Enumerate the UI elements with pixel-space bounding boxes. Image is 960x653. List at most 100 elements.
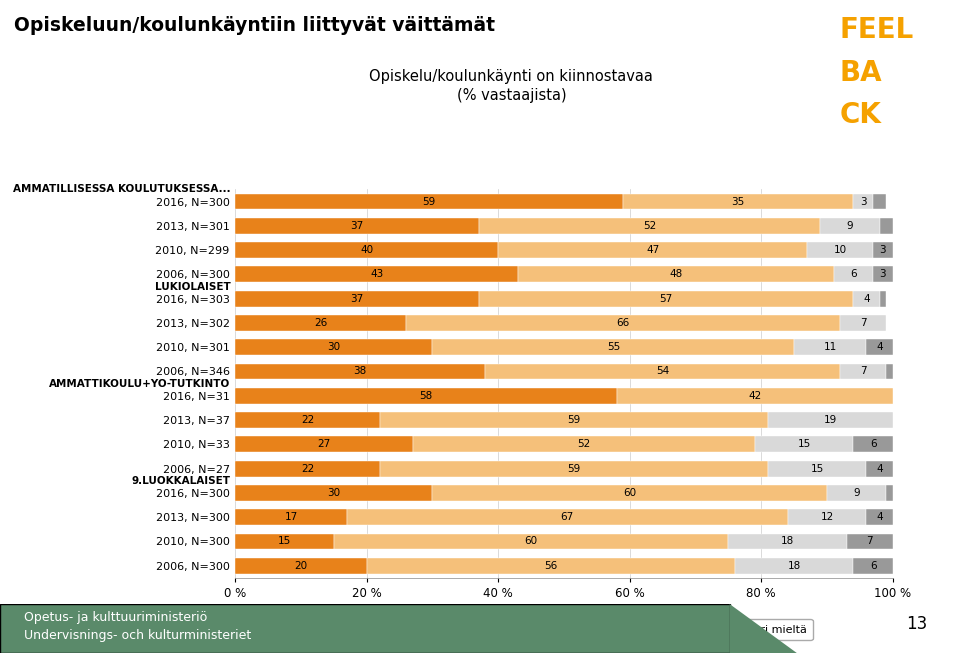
Bar [879, 291, 886, 306]
Text: 15: 15 [798, 439, 810, 449]
Text: 66: 66 [616, 318, 630, 328]
Bar [432, 485, 828, 501]
Text: 6: 6 [870, 439, 876, 449]
Text: 48: 48 [669, 269, 683, 279]
Text: 60: 60 [524, 537, 538, 547]
Text: 30: 30 [327, 488, 341, 498]
Text: 18: 18 [787, 561, 801, 571]
Bar [478, 291, 853, 306]
Bar [847, 534, 893, 549]
Bar [807, 242, 873, 258]
Text: 3: 3 [860, 197, 867, 206]
Text: 6: 6 [850, 269, 856, 279]
Text: 4: 4 [876, 464, 883, 473]
Text: 58: 58 [420, 390, 433, 401]
Bar [840, 315, 886, 331]
Bar [235, 291, 478, 306]
Legend: Täysin samaa mieltä, Osittain samaa mieltä, Osittain eri mieltä, Täysin eri miel: Täysin samaa mieltä, Osittain samaa miel… [250, 619, 813, 641]
Bar [623, 194, 853, 210]
Text: 19: 19 [824, 415, 837, 425]
Text: 55: 55 [607, 342, 620, 352]
Bar [235, 364, 485, 379]
Text: 43: 43 [370, 269, 383, 279]
Text: Opiskelu/koulunkäynti on kiinnostavaa
(% vastaajista): Opiskelu/koulunkäynti on kiinnostavaa (%… [370, 69, 654, 103]
Text: LUKIOLAISET: LUKIOLAISET [155, 281, 230, 291]
Bar [828, 485, 886, 501]
Text: 56: 56 [544, 561, 558, 571]
Text: 52: 52 [643, 221, 656, 231]
Text: 3: 3 [879, 245, 886, 255]
Bar [235, 558, 367, 573]
Text: BA: BA [840, 59, 882, 87]
Text: 6: 6 [870, 561, 876, 571]
Bar [347, 509, 787, 525]
Text: 4: 4 [863, 294, 870, 304]
Text: 15: 15 [810, 464, 824, 473]
Bar [235, 340, 432, 355]
Bar [873, 266, 893, 282]
Bar [853, 558, 893, 573]
Bar [873, 242, 893, 258]
Text: Opiskeluun/koulunkäyntiin liittyvät väittämät: Opiskeluun/koulunkäyntiin liittyvät väit… [14, 16, 495, 35]
Bar [334, 534, 729, 549]
Text: 38: 38 [353, 366, 367, 377]
Text: 12: 12 [821, 512, 833, 522]
Text: Opetus- ja kulttuuriministeriö
Undervisnings- och kulturministeriet: Opetus- ja kulttuuriministeriö Undervisn… [24, 611, 252, 641]
Bar [235, 509, 347, 525]
Text: 9: 9 [853, 488, 860, 498]
Bar [886, 485, 893, 501]
Text: 37: 37 [350, 294, 364, 304]
Text: 59: 59 [422, 197, 436, 206]
Text: AMMATTIKOULU+YO-TUTKINTO: AMMATTIKOULU+YO-TUTKINTO [49, 379, 230, 389]
Text: 67: 67 [561, 512, 574, 522]
Bar [616, 388, 893, 404]
Bar [367, 558, 735, 573]
Text: 52: 52 [577, 439, 590, 449]
Text: 7: 7 [860, 318, 867, 328]
Bar [729, 534, 847, 549]
Bar [853, 194, 873, 210]
Bar [235, 485, 432, 501]
Text: 59: 59 [567, 464, 581, 473]
Text: 7: 7 [867, 537, 873, 547]
Text: 22: 22 [300, 415, 314, 425]
Text: 3: 3 [879, 269, 886, 279]
Bar [735, 558, 853, 573]
Text: 47: 47 [646, 245, 660, 255]
Text: 42: 42 [748, 390, 761, 401]
Bar [406, 315, 840, 331]
Text: 4: 4 [876, 512, 883, 522]
Bar [787, 509, 867, 525]
Text: 9: 9 [847, 221, 853, 231]
Bar [485, 364, 840, 379]
Bar [867, 340, 893, 355]
Bar [755, 436, 853, 453]
Polygon shape [730, 604, 797, 653]
Bar [235, 315, 406, 331]
Bar [380, 461, 768, 477]
Bar [235, 194, 623, 210]
Text: 17: 17 [284, 512, 298, 522]
Text: 22: 22 [300, 464, 314, 473]
Bar [886, 364, 893, 379]
Bar [235, 436, 413, 453]
Bar [235, 534, 334, 549]
Text: 40: 40 [360, 245, 373, 255]
Bar [432, 340, 794, 355]
Text: 59: 59 [567, 415, 581, 425]
Bar [478, 218, 821, 234]
Text: 26: 26 [314, 318, 327, 328]
Bar [235, 218, 478, 234]
Text: 60: 60 [623, 488, 636, 498]
Text: 37: 37 [350, 221, 364, 231]
Text: 13: 13 [906, 614, 927, 633]
Text: AMMATILLISESSA KOULUTUKSESSA...: AMMATILLISESSA KOULUTUKSESSA... [12, 184, 230, 195]
Bar [821, 218, 879, 234]
Bar [235, 388, 616, 404]
Text: 15: 15 [277, 537, 291, 547]
Text: 10: 10 [833, 245, 847, 255]
Bar [498, 242, 807, 258]
Text: 54: 54 [656, 366, 669, 377]
Bar [380, 412, 768, 428]
Bar [853, 436, 893, 453]
